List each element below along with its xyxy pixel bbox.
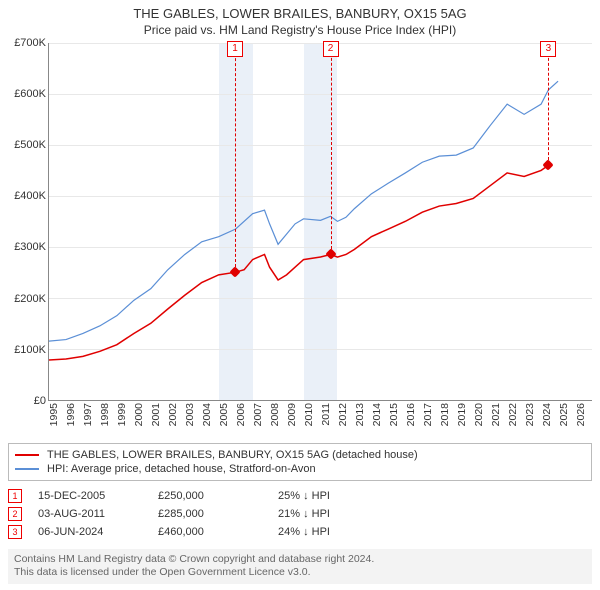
- plot: 1 2 3: [48, 43, 592, 401]
- x-tick-label: 2011: [320, 403, 332, 426]
- x-tick-label: 2004: [201, 403, 213, 426]
- x-tick-label: 2017: [422, 403, 434, 426]
- x-tick-label: 2021: [490, 403, 502, 426]
- y-tick-label: £600K: [14, 88, 46, 100]
- footer-line: This data is licensed under the Open Gov…: [14, 566, 586, 580]
- marker-line: [331, 43, 332, 254]
- x-tick-label: 2009: [286, 403, 298, 426]
- event-price: £285,000: [158, 508, 278, 520]
- x-tick-label: 1995: [48, 403, 60, 426]
- x-tick-label: 1999: [116, 403, 128, 426]
- series-line: [49, 165, 548, 360]
- legend-item: HPI: Average price, detached house, Stra…: [15, 462, 585, 476]
- x-tick-label: 2026: [575, 403, 587, 426]
- y-tick-label: £400K: [14, 190, 46, 202]
- y-tick-label: £200K: [14, 293, 46, 305]
- y-tick-label: £700K: [14, 37, 46, 49]
- y-tick-label: £500K: [14, 139, 46, 151]
- event-date: 06-JUN-2024: [38, 526, 158, 538]
- event-delta: 24% ↓ HPI: [278, 526, 330, 538]
- x-axis: 1995 1996 1997 1998 1999 2000 2001 2002 2003 2004…: [48, 401, 592, 441]
- y-axis: £0£100K£200K£300K£400K£500K£600K£700K: [0, 43, 48, 401]
- event-number-box: 2: [8, 507, 22, 521]
- event-row: 3 06-JUN-2024£460,00024% ↓ HPI: [8, 523, 592, 541]
- legend: THE GABLES, LOWER BRAILES, BANBURY, OX15…: [8, 443, 592, 481]
- x-tick-label: 2015: [388, 403, 400, 426]
- legend-label: THE GABLES, LOWER BRAILES, BANBURY, OX15…: [47, 449, 418, 461]
- y-tick-label: £100K: [14, 344, 46, 356]
- x-tick-label: 2007: [252, 403, 264, 426]
- x-tick-label: 2002: [167, 403, 179, 426]
- chart-title: THE GABLES, LOWER BRAILES, BANBURY, OX15…: [0, 6, 600, 21]
- x-tick-label: 2016: [405, 403, 417, 426]
- event-row: 1 15-DEC-2005£250,00025% ↓ HPI: [8, 487, 592, 505]
- x-tick-label: 1996: [65, 403, 77, 426]
- x-tick-label: 2024: [541, 403, 553, 426]
- x-tick-label: 2005: [218, 403, 230, 426]
- footer-line: Contains HM Land Registry data © Crown c…: [14, 553, 586, 567]
- x-tick-label: 2014: [371, 403, 383, 426]
- event-price: £250,000: [158, 490, 278, 502]
- marker-number-box: 2: [323, 41, 339, 57]
- event-row: 2 03-AUG-2011£285,00021% ↓ HPI: [8, 505, 592, 523]
- x-tick-label: 2012: [337, 403, 349, 426]
- legend-item: THE GABLES, LOWER BRAILES, BANBURY, OX15…: [15, 448, 585, 462]
- event-date: 03-AUG-2011: [38, 508, 158, 520]
- x-tick-label: 2001: [150, 403, 162, 426]
- y-tick-label: £0: [34, 395, 46, 407]
- event-price: £460,000: [158, 526, 278, 538]
- x-tick-label: 2008: [269, 403, 281, 426]
- x-tick-label: 2023: [524, 403, 536, 426]
- event-number-box: 3: [8, 525, 22, 539]
- x-tick-label: 2000: [133, 403, 145, 426]
- footer-note: Contains HM Land Registry data © Crown c…: [8, 549, 592, 584]
- event-delta: 21% ↓ HPI: [278, 508, 330, 520]
- x-tick-label: 2020: [473, 403, 485, 426]
- event-delta: 25% ↓ HPI: [278, 490, 330, 502]
- event-date: 15-DEC-2005: [38, 490, 158, 502]
- legend-label: HPI: Average price, detached house, Stra…: [47, 463, 316, 475]
- chart-header: THE GABLES, LOWER BRAILES, BANBURY, OX15…: [0, 0, 600, 39]
- x-tick-label: 2022: [507, 403, 519, 426]
- x-tick-label: 2018: [439, 403, 451, 426]
- x-tick-label: 2019: [456, 403, 468, 426]
- x-tick-label: 2006: [235, 403, 247, 426]
- x-tick-label: 2013: [354, 403, 366, 426]
- marker-line: [548, 43, 549, 165]
- legend-swatch: [15, 454, 39, 456]
- series-line: [49, 81, 558, 341]
- x-tick-label: 2025: [558, 403, 570, 426]
- marker-number-box: 3: [540, 41, 556, 57]
- x-tick-label: 2010: [303, 403, 315, 426]
- chart-subtitle: Price paid vs. HM Land Registry's House …: [0, 21, 600, 37]
- x-tick-label: 1998: [99, 403, 111, 426]
- marker-line: [235, 43, 236, 272]
- event-number-box: 1: [8, 489, 22, 503]
- marker-number-box: 1: [227, 41, 243, 57]
- y-tick-label: £300K: [14, 241, 46, 253]
- legend-swatch: [15, 468, 39, 470]
- x-tick-label: 2003: [184, 403, 196, 426]
- x-tick-label: 1997: [82, 403, 94, 426]
- chart-plot-area: £0£100K£200K£300K£400K£500K£600K£700K 12…: [48, 43, 592, 401]
- event-table: 1 15-DEC-2005£250,00025% ↓ HPI 2 03-AUG-201…: [8, 487, 592, 541]
